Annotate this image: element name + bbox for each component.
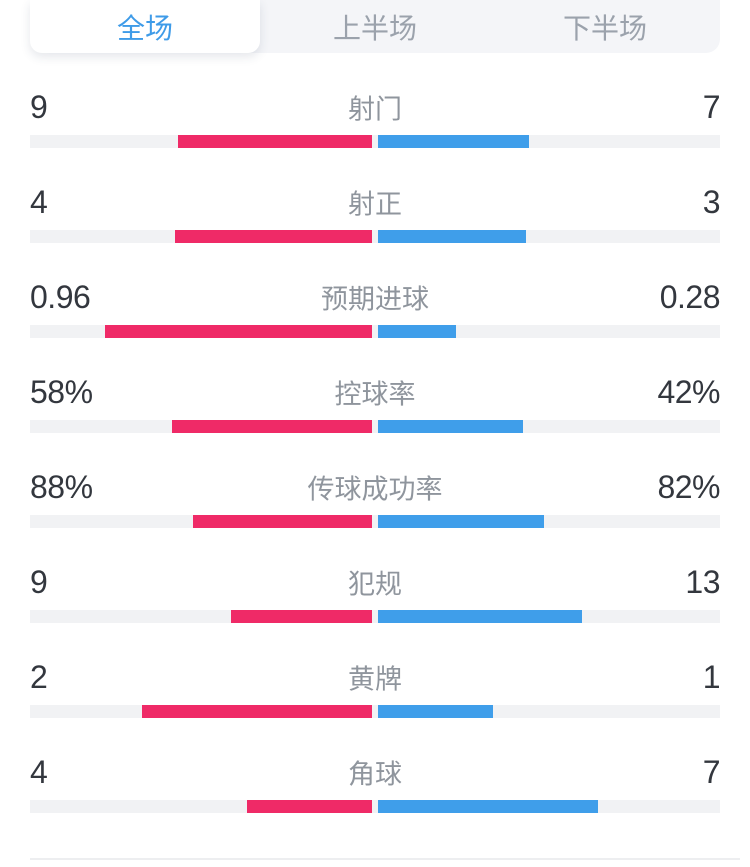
stat-label: 犯规 xyxy=(348,569,402,600)
home-bar xyxy=(172,420,372,433)
away-value: 3 xyxy=(702,184,721,220)
home-value: 9 xyxy=(30,564,48,600)
home-value: 0.96 xyxy=(30,279,91,315)
away-value: 7 xyxy=(702,89,721,125)
away-bar xyxy=(378,230,526,243)
home-value: 4 xyxy=(30,184,48,220)
away-bar xyxy=(378,705,493,718)
stat-bar-track xyxy=(30,135,720,148)
stat-bar-track xyxy=(30,230,720,243)
stat-label: 黄牌 xyxy=(348,664,402,695)
home-bar xyxy=(231,610,372,623)
home-bar xyxy=(105,325,372,338)
away-value: 13 xyxy=(685,564,720,600)
stat-bar-track xyxy=(30,420,720,433)
stat-row-pass-accuracy: 88% 传球成功率 82% xyxy=(30,470,720,528)
stat-label: 传球成功率 xyxy=(307,474,443,505)
stat-label: 角球 xyxy=(348,759,402,790)
away-bar xyxy=(378,135,529,148)
home-value: 88% xyxy=(30,469,93,505)
home-bar xyxy=(178,135,372,148)
stat-label: 射门 xyxy=(348,94,402,125)
tab-second-half[interactable]: 下半场 xyxy=(490,0,720,53)
home-bar xyxy=(247,800,372,813)
stat-bar-track xyxy=(30,325,720,338)
away-bar xyxy=(378,610,582,623)
tab-full-match[interactable]: 全场 xyxy=(30,0,260,53)
stat-row-fouls: 9 犯规 13 xyxy=(30,565,720,623)
away-bar xyxy=(378,420,523,433)
away-value: 7 xyxy=(702,754,721,790)
stat-row-corners: 4 角球 7 xyxy=(30,754,721,813)
home-bar xyxy=(175,230,372,243)
section-divider xyxy=(30,858,740,860)
away-bar xyxy=(378,800,598,813)
stat-row-shots-on-target: 4 射正 3 xyxy=(30,184,721,243)
stat-row-possession: 58% 控球率 42% xyxy=(30,375,720,433)
stat-row-yellow-cards: 2 黄牌 1 xyxy=(30,659,721,718)
match-stats-list: 9 射门 7 4 射正 3 0.96 预期进球 0.28 xyxy=(0,90,750,813)
home-value: 4 xyxy=(30,754,48,790)
stat-bar-track xyxy=(30,705,720,718)
home-value: 9 xyxy=(30,89,48,125)
stat-label: 射正 xyxy=(348,189,402,220)
away-value: 1 xyxy=(702,659,721,695)
stat-row-expected-goals: 0.96 预期进球 0.28 xyxy=(30,279,721,338)
away-bar xyxy=(378,325,456,338)
away-bar xyxy=(378,515,544,528)
stat-label: 控球率 xyxy=(334,379,416,410)
away-value: 0.28 xyxy=(659,279,721,315)
home-bar xyxy=(193,515,372,528)
home-bar xyxy=(142,705,372,718)
tab-first-half[interactable]: 上半场 xyxy=(260,0,490,53)
home-value: 58% xyxy=(30,374,93,410)
home-value: 2 xyxy=(30,659,48,695)
away-value: 42% xyxy=(657,374,720,410)
away-value: 82% xyxy=(657,469,720,505)
stat-row-shots: 9 射门 7 xyxy=(30,89,721,148)
period-tabbar: 全场 上半场 下半场 xyxy=(30,0,720,53)
stat-bar-track xyxy=(30,800,720,813)
stat-label: 预期进球 xyxy=(321,284,429,315)
stat-bar-track xyxy=(30,515,720,528)
stat-bar-track xyxy=(30,610,720,623)
